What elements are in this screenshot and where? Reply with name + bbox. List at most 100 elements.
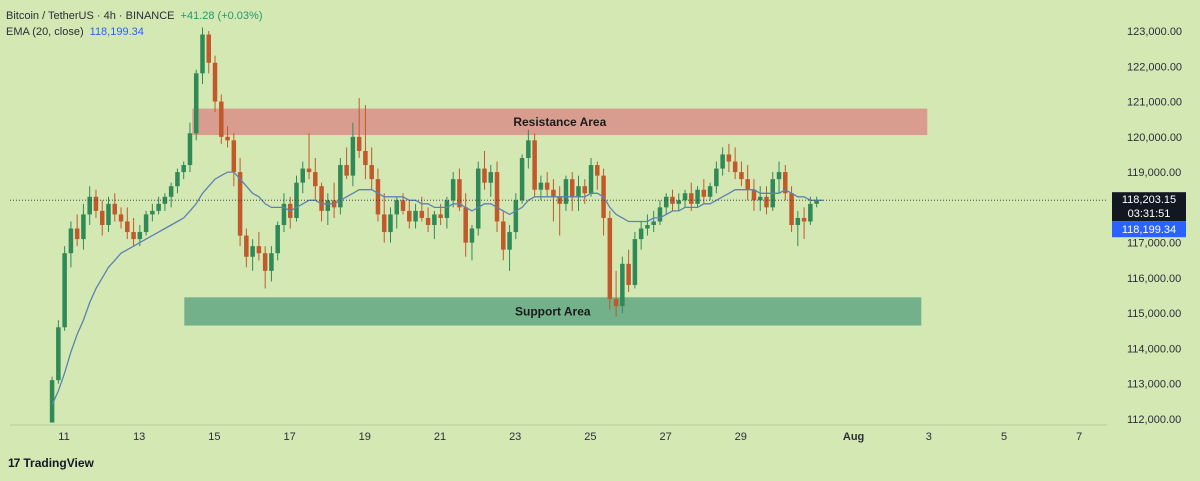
candle-body[interactable] <box>137 232 143 240</box>
candle-body[interactable] <box>338 165 343 208</box>
candle-body[interactable] <box>388 214 393 233</box>
candle-body[interactable] <box>125 221 130 233</box>
candle-body[interactable] <box>432 214 437 225</box>
candle-body[interactable] <box>645 225 650 229</box>
symbol-title[interactable]: Bitcoin / TetherUS · 4h · BINANCE <box>6 10 175 22</box>
candle-body[interactable] <box>162 196 168 204</box>
candle-body[interactable] <box>732 161 738 173</box>
candle-body[interactable] <box>801 217 807 222</box>
candle-body[interactable] <box>131 232 136 240</box>
candle-body[interactable] <box>444 200 450 218</box>
candle-body[interactable] <box>250 246 255 257</box>
candle-body[interactable] <box>256 246 262 254</box>
candle-body[interactable] <box>206 34 212 63</box>
candle-body[interactable] <box>501 221 506 250</box>
candle-body[interactable] <box>156 203 161 211</box>
ema-label[interactable]: EMA (20, close) <box>6 26 84 38</box>
candle-body[interactable] <box>613 299 619 307</box>
candle-body[interactable] <box>394 200 400 215</box>
support-zone[interactable] <box>184 297 922 326</box>
candle-body[interactable] <box>789 193 794 225</box>
candle-body[interactable] <box>225 136 230 141</box>
candle-body[interactable] <box>400 200 406 211</box>
candle-body[interactable] <box>413 210 418 222</box>
candle-body[interactable] <box>143 214 149 233</box>
candle-body[interactable] <box>74 228 80 240</box>
candle-body[interactable] <box>701 189 707 197</box>
tradingview-brand[interactable]: 17 TradingView <box>8 456 94 470</box>
candle-body[interactable] <box>488 172 494 183</box>
ema-line[interactable] <box>51 171 823 406</box>
candle-body[interactable] <box>62 253 67 328</box>
candle-body[interactable] <box>532 140 537 190</box>
candle-body[interactable] <box>350 136 356 176</box>
candle-body[interactable] <box>300 168 306 183</box>
candle-body[interactable] <box>795 217 801 225</box>
candle-body[interactable] <box>538 182 544 190</box>
candle-body[interactable] <box>513 200 519 233</box>
candle-body[interactable] <box>808 203 813 222</box>
candle-body[interactable] <box>425 217 431 225</box>
candle-body[interactable] <box>381 214 387 233</box>
candle-body[interactable] <box>219 101 224 137</box>
candle-body[interactable] <box>494 172 500 222</box>
candle-body[interactable] <box>168 186 174 197</box>
candle-body[interactable] <box>81 214 86 240</box>
candle-body[interactable] <box>757 196 763 201</box>
candle-body[interactable] <box>106 203 111 225</box>
candle-body[interactable] <box>526 140 531 158</box>
candle-body[interactable] <box>181 165 186 173</box>
candle-body[interactable] <box>814 200 819 204</box>
candle-body[interactable] <box>582 186 588 194</box>
candle-body[interactable] <box>49 380 55 423</box>
candle-body[interactable] <box>638 228 644 240</box>
candle-body[interactable] <box>269 253 274 271</box>
candle-body[interactable] <box>626 263 631 285</box>
candle-body[interactable] <box>663 196 669 208</box>
candle-body[interactable] <box>244 235 249 257</box>
candle-body[interactable] <box>187 133 193 166</box>
candle-body[interactable] <box>576 186 581 197</box>
candle-body[interactable] <box>482 168 487 183</box>
candle-body[interactable] <box>237 172 243 236</box>
candle-body[interactable] <box>689 193 694 204</box>
candle-body[interactable] <box>607 217 613 300</box>
candle-body[interactable] <box>595 165 600 176</box>
resistance-zone[interactable] <box>192 108 928 136</box>
candle-body[interactable] <box>375 179 381 215</box>
candle-body[interactable] <box>657 207 663 222</box>
candle-body[interactable] <box>294 182 299 218</box>
candle-body[interactable] <box>212 62 218 102</box>
candle-body[interactable] <box>469 228 475 243</box>
candle-body[interactable] <box>281 203 287 225</box>
candle-body[interactable] <box>551 189 556 197</box>
candle-body[interactable] <box>319 186 324 211</box>
candle-body[interactable] <box>695 189 700 204</box>
candle-body[interactable] <box>112 203 118 215</box>
candle-body[interactable] <box>714 168 719 187</box>
candle-body[interactable] <box>325 200 331 211</box>
candle-body[interactable] <box>463 207 468 243</box>
candle-body[interactable] <box>720 154 725 169</box>
candle-body[interactable] <box>776 172 782 180</box>
candle-body[interactable] <box>670 196 675 204</box>
candle-body[interactable] <box>407 210 412 222</box>
candle-body[interactable] <box>200 34 205 74</box>
candle-body[interactable] <box>56 327 61 381</box>
candle-body[interactable] <box>306 168 312 173</box>
candle-body[interactable] <box>193 73 199 134</box>
candle-body[interactable] <box>87 196 92 215</box>
candle-body[interactable] <box>783 172 788 194</box>
candle-body[interactable] <box>457 179 462 208</box>
candle-body[interactable] <box>231 140 237 173</box>
candle-body[interactable] <box>475 168 481 229</box>
candle-body[interactable] <box>745 179 750 190</box>
candle-body[interactable] <box>620 263 625 307</box>
candle-body[interactable] <box>588 165 594 194</box>
candle-body[interactable] <box>363 150 368 166</box>
candle-body[interactable] <box>739 172 744 180</box>
candle-body[interactable] <box>544 182 550 190</box>
candle-body[interactable] <box>726 154 732 162</box>
candle-body[interactable] <box>356 136 362 151</box>
